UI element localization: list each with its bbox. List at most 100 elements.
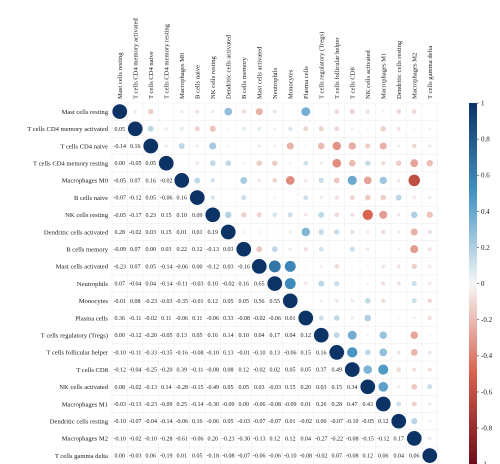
correlation-circle bbox=[396, 109, 402, 114]
correlation-circle bbox=[318, 315, 324, 321]
correlation-circle bbox=[422, 448, 438, 463]
correlation-circle bbox=[350, 212, 355, 217]
correlation-circle bbox=[305, 300, 307, 302]
correlation-value-label: -0.12 bbox=[377, 436, 390, 442]
correlation-value-label: -0.05 bbox=[114, 213, 127, 219]
correlation-circle bbox=[318, 126, 324, 132]
correlation-circle bbox=[381, 160, 386, 166]
correlation-circle bbox=[178, 143, 185, 149]
correlation-value-label: -0.25 bbox=[145, 368, 158, 374]
correlation-value-label: -0.20 bbox=[160, 368, 173, 374]
correlation-circle bbox=[429, 179, 431, 182]
correlation-value-label: -0.12 bbox=[114, 368, 127, 374]
row-label-macrophages-m2: Macrophages M2 bbox=[62, 436, 108, 443]
correlation-value-label: -0.14 bbox=[114, 144, 127, 150]
correlation-circle bbox=[301, 107, 311, 117]
correlation-value-label: 0.01 bbox=[301, 402, 312, 408]
correlation-circle bbox=[363, 176, 372, 185]
correlation-value-label: 0.17 bbox=[394, 436, 405, 442]
correlation-value-label: 0.01 bbox=[285, 316, 296, 322]
correlation-circle bbox=[334, 109, 340, 114]
correlation-circle bbox=[411, 298, 417, 304]
correlation-value-label: -0.35 bbox=[176, 299, 189, 305]
row-label-b-cells-memory: B cells memory bbox=[66, 247, 108, 254]
correlation-circle bbox=[303, 212, 308, 217]
correlation-circle bbox=[329, 345, 345, 360]
correlation-circle bbox=[317, 142, 325, 150]
correlation-value-label: -0.06 bbox=[207, 316, 220, 322]
row-label-b-cells-naive: B cells naive bbox=[74, 195, 108, 202]
correlation-value-label: -0.08 bbox=[222, 454, 235, 460]
correlation-value-label: -0.16 bbox=[238, 264, 251, 270]
correlation-value-label: -0.08 bbox=[269, 402, 282, 408]
correlation-value-label: 0.15 bbox=[301, 350, 312, 356]
correlation-value-label: 0.01 bbox=[192, 230, 203, 236]
correlation-value-label: -0.06 bbox=[191, 436, 204, 442]
correlation-value-label: -0.09 bbox=[284, 402, 297, 408]
correlation-value-label: -0.10 bbox=[114, 419, 127, 425]
correlation-value-label: -0.10 bbox=[346, 419, 359, 425]
correlation-value-label: -0.15 bbox=[191, 385, 204, 391]
correlation-value-label: 0.03 bbox=[161, 247, 172, 253]
correlation-value-label: 0.05 bbox=[146, 196, 157, 202]
correlation-value-label: -0.08 bbox=[346, 436, 359, 442]
correlation-circle bbox=[406, 431, 422, 446]
correlation-circle bbox=[351, 265, 354, 268]
correlation-value-label: 0.12 bbox=[208, 299, 219, 305]
correlation-value-label: 0.16 bbox=[146, 178, 157, 184]
correlation-circle bbox=[397, 144, 401, 148]
correlation-value-label: -0.13 bbox=[145, 385, 158, 391]
correlation-value-label: 0.03 bbox=[223, 247, 234, 253]
column-label-nk-cells-activated: NK cells activated bbox=[365, 50, 372, 99]
correlation-circle bbox=[362, 209, 373, 220]
correlation-value-label: -0.02 bbox=[315, 454, 328, 460]
correlation-value-label: -0.03 bbox=[191, 282, 204, 288]
correlation-value-label: -0.07 bbox=[238, 454, 251, 460]
correlation-circle bbox=[241, 126, 246, 131]
correlation-value-label: 0.03 bbox=[223, 264, 234, 270]
correlation-circle bbox=[255, 108, 263, 116]
correlation-circle bbox=[349, 109, 355, 115]
correlation-value-label: -0.04 bbox=[129, 282, 142, 288]
correlation-value-label: -0.05 bbox=[129, 161, 142, 167]
correlation-value-label: 0.26 bbox=[316, 402, 327, 408]
correlation-value-label: 0.20 bbox=[301, 385, 312, 391]
correlation-circle bbox=[411, 383, 418, 390]
correlation-value-label: -0.02 bbox=[129, 385, 142, 391]
correlation-circle bbox=[381, 229, 386, 235]
correlation-value-label: -0.23 bbox=[222, 436, 235, 442]
correlation-value-label: 0.12 bbox=[301, 333, 312, 339]
correlation-value-label: -0.61 bbox=[176, 436, 189, 442]
correlation-circle bbox=[304, 265, 307, 268]
correlation-circle bbox=[319, 299, 323, 303]
correlation-circle bbox=[251, 259, 267, 274]
correlation-circle bbox=[194, 177, 201, 184]
correlation-value-label: 0.07 bbox=[130, 247, 141, 253]
correlation-circle bbox=[288, 230, 292, 234]
column-label-mast-cells-resting: Mast cells resting bbox=[117, 52, 124, 99]
correlation-value-label: -0.30 bbox=[238, 436, 251, 442]
correlation-value-label: 0.47 bbox=[347, 402, 358, 408]
correlation-circle bbox=[379, 210, 388, 219]
correlation-value-label: -0.07 bbox=[114, 196, 127, 202]
correlation-circle bbox=[288, 161, 292, 165]
correlation-value-label: 0.10 bbox=[239, 333, 250, 339]
correlation-value-label: 0.20 bbox=[208, 436, 219, 442]
correlation-circle bbox=[257, 230, 261, 234]
correlation-value-label: 0.22 bbox=[177, 247, 188, 253]
correlation-value-label: 0.16 bbox=[177, 196, 188, 202]
correlation-value-label: 0.49 bbox=[332, 368, 343, 374]
correlation-value-label: -0.22 bbox=[331, 436, 344, 442]
correlation-circle bbox=[381, 298, 386, 304]
correlation-value-label: 0.07 bbox=[332, 454, 343, 460]
row-label-t-cells-cd8: T cells CD8 bbox=[76, 367, 108, 374]
correlation-circle bbox=[147, 108, 154, 115]
correlation-circle bbox=[366, 127, 369, 130]
correlation-circle bbox=[226, 144, 230, 148]
row-label-plasma-cells: Plasma cells bbox=[75, 315, 108, 322]
correlation-value-label: -0.06 bbox=[176, 419, 189, 425]
correlation-value-label: 0.13 bbox=[270, 350, 281, 356]
correlation-circle bbox=[272, 212, 278, 218]
correlation-circle bbox=[333, 332, 340, 339]
correlation-value-label: -0.08 bbox=[300, 454, 313, 460]
